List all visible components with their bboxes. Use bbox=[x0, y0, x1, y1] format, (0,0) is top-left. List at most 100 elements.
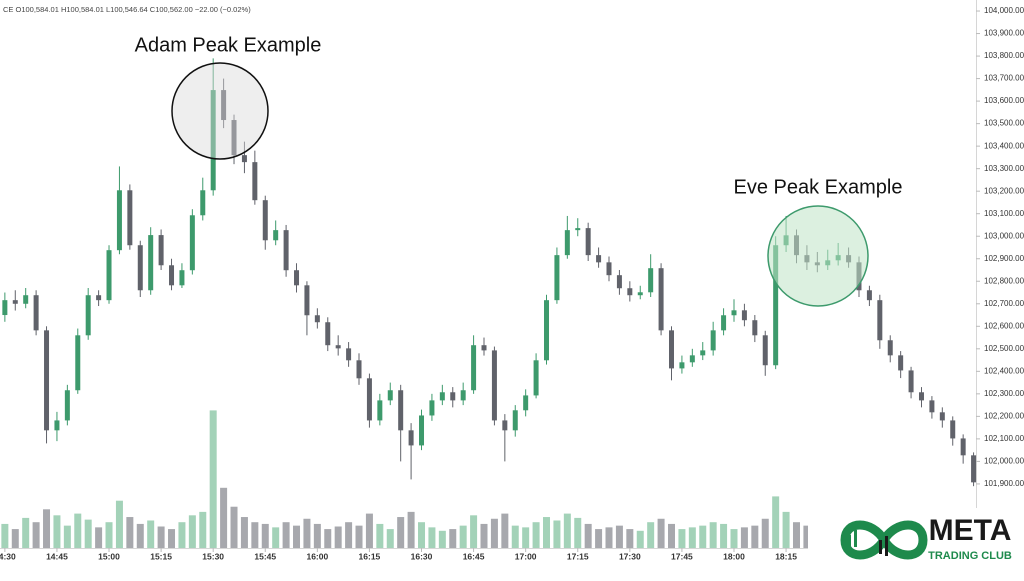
volume-bar bbox=[313, 523, 321, 548]
candle-body bbox=[450, 392, 456, 401]
y-tick-label: 103,600.00 bbox=[984, 96, 1024, 105]
candle-body bbox=[356, 360, 362, 379]
candle-body bbox=[585, 228, 591, 256]
candle-body bbox=[939, 412, 945, 421]
candle-body bbox=[294, 270, 300, 286]
candle-body bbox=[398, 390, 404, 431]
x-tick-label: 15:15 bbox=[150, 551, 172, 561]
candle-body bbox=[700, 350, 706, 356]
y-tick-label: 102,800.00 bbox=[984, 276, 1024, 285]
candle-body bbox=[85, 295, 91, 336]
volume-bar bbox=[490, 518, 498, 548]
candle-body bbox=[377, 400, 383, 421]
volume-bar bbox=[282, 522, 290, 548]
highlight-circle bbox=[767, 205, 869, 307]
candle-body bbox=[564, 230, 570, 256]
x-tick-label: 18:15 bbox=[775, 551, 797, 561]
volume-bar bbox=[688, 527, 696, 548]
candle-body bbox=[960, 438, 966, 456]
candle-body bbox=[773, 245, 779, 366]
candle-body bbox=[366, 378, 372, 421]
volume-bar bbox=[647, 522, 655, 548]
x-tick-label: 15:00 bbox=[98, 551, 120, 561]
candle-body bbox=[127, 190, 133, 246]
candle-body bbox=[606, 262, 612, 276]
volume-bar bbox=[32, 522, 40, 548]
volume-bar bbox=[428, 527, 436, 548]
volume-bar bbox=[792, 522, 800, 548]
candle-body bbox=[918, 392, 924, 401]
volume-bar bbox=[178, 522, 186, 548]
x-tick-label: 15:30 bbox=[202, 551, 224, 561]
volume-bar bbox=[261, 523, 269, 548]
volume-bar bbox=[553, 520, 561, 548]
candle-body bbox=[12, 300, 18, 304]
volume-bar bbox=[386, 529, 394, 548]
volume-bar bbox=[480, 523, 488, 548]
volume-bar bbox=[730, 529, 738, 548]
volume-bar bbox=[459, 525, 467, 548]
candle-body bbox=[877, 300, 883, 341]
volume-bar bbox=[74, 513, 82, 548]
y-tick-label: 103,400.00 bbox=[984, 141, 1024, 150]
volume-bar bbox=[667, 523, 675, 548]
logo-bar bbox=[848, 535, 851, 547]
volume-bar bbox=[584, 523, 592, 548]
annotation: Eve Peak Example bbox=[734, 176, 903, 198]
volume-bar bbox=[605, 527, 613, 548]
volume-bar bbox=[574, 517, 582, 548]
volume-bar bbox=[532, 522, 540, 548]
volume-bar bbox=[761, 518, 769, 548]
volume-bar bbox=[355, 525, 363, 548]
candle-body bbox=[262, 200, 268, 241]
candle-body bbox=[408, 430, 414, 446]
x-tick-label: 17:00 bbox=[515, 551, 537, 561]
logo: META TRADING CLUB bbox=[808, 508, 1024, 576]
candle-body bbox=[616, 275, 622, 289]
candle-body bbox=[64, 390, 70, 421]
candle-body bbox=[252, 162, 258, 201]
volume-bar bbox=[636, 530, 644, 548]
candle-body bbox=[658, 268, 664, 331]
volume-bar bbox=[511, 525, 519, 548]
candle-body bbox=[304, 285, 310, 316]
candle-body bbox=[44, 330, 50, 431]
candle-body bbox=[523, 395, 529, 411]
candle-body bbox=[627, 288, 633, 296]
volume-bar bbox=[418, 522, 426, 548]
y-tick-label: 103,800.00 bbox=[984, 51, 1024, 60]
candle-body bbox=[554, 255, 560, 301]
candle-body bbox=[668, 330, 674, 369]
volume-bar bbox=[43, 509, 51, 548]
x-tick-label: 16:45 bbox=[463, 551, 485, 561]
y-tick-label: 103,200.00 bbox=[984, 186, 1024, 195]
y-tick-label: 103,500.00 bbox=[984, 119, 1024, 128]
volume-bar bbox=[220, 487, 228, 548]
x-tick-label: 14:45 bbox=[46, 551, 68, 561]
y-tick-label: 102,000.00 bbox=[984, 457, 1024, 466]
volume-bar bbox=[11, 529, 19, 548]
y-tick-label: 102,900.00 bbox=[984, 254, 1024, 263]
y-tick-label: 102,500.00 bbox=[984, 344, 1024, 353]
x-tick-label: 18:00 bbox=[723, 551, 745, 561]
volume-bar bbox=[345, 522, 353, 548]
x-tick-label: 14:30 bbox=[0, 551, 16, 561]
candle-body bbox=[929, 400, 935, 413]
y-tick-label: 103,000.00 bbox=[984, 231, 1024, 240]
candle-body bbox=[116, 190, 122, 251]
volume-bar bbox=[751, 525, 759, 548]
volume-bar bbox=[376, 523, 384, 548]
candle-body bbox=[971, 455, 977, 483]
volume-bar bbox=[772, 496, 780, 548]
volume-bar bbox=[293, 525, 301, 548]
logo-bar bbox=[854, 530, 857, 547]
volume-bar bbox=[438, 530, 446, 548]
volume-bar bbox=[147, 520, 155, 548]
volume-bar bbox=[678, 529, 686, 548]
y-tick-label: 102,600.00 bbox=[984, 321, 1024, 330]
candle-body bbox=[679, 362, 685, 369]
y-tick-label: 102,400.00 bbox=[984, 366, 1024, 375]
volume-bar bbox=[595, 529, 603, 548]
volume-bar bbox=[626, 529, 634, 548]
